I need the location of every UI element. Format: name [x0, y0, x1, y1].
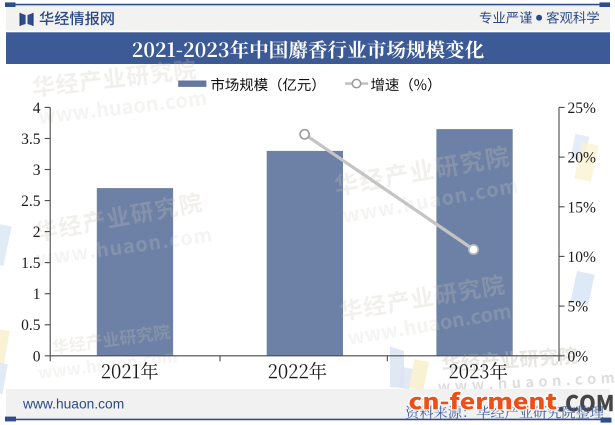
svg-text:4: 4: [33, 100, 41, 117]
svg-text:1: 1: [33, 286, 41, 303]
svg-text:0: 0: [33, 348, 41, 365]
svg-text:3: 3: [33, 162, 41, 179]
svg-text:20%: 20%: [568, 150, 597, 167]
svg-text:3.5: 3.5: [21, 131, 41, 148]
svg-text:1.5: 1.5: [21, 255, 41, 272]
svg-text:15%: 15%: [568, 199, 597, 216]
svg-text:10%: 10%: [568, 249, 597, 266]
svg-text:5%: 5%: [568, 299, 589, 316]
svg-text:0%: 0%: [568, 348, 589, 365]
svg-text:2.5: 2.5: [21, 193, 41, 210]
svg-text:25%: 25%: [568, 100, 597, 117]
svg-text:2: 2: [33, 224, 41, 241]
svg-text:0.5: 0.5: [21, 317, 41, 334]
svg-text:www.huaon.com: www.huaon.com: [22, 397, 124, 412]
